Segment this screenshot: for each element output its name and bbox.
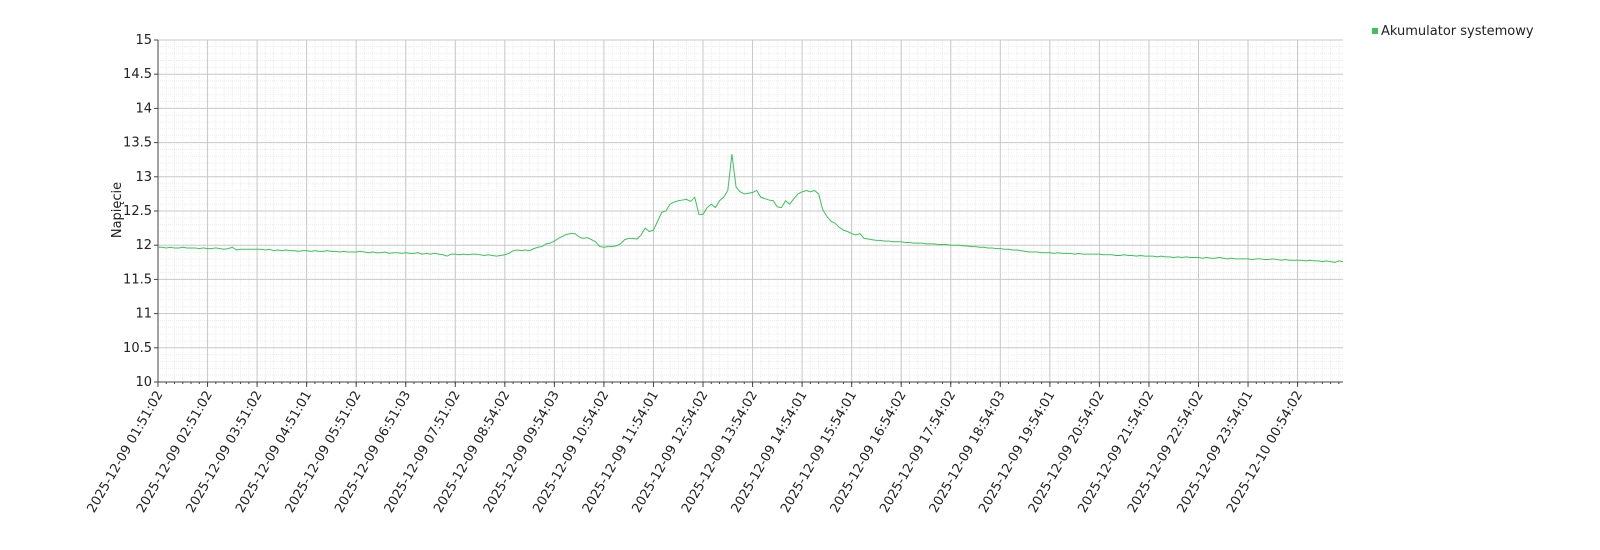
y-tick-label: 11.5 (123, 272, 152, 287)
legend-swatch (1372, 28, 1378, 34)
y-tick-label: 15 (135, 33, 152, 48)
y-tick-label: 14.5 (123, 67, 152, 82)
y-tick-label: 12.5 (123, 204, 152, 219)
y-tick-label: 10 (135, 375, 152, 390)
y-tick-label: 13 (135, 170, 152, 185)
legend-label: Akumulator systemowy (1381, 24, 1534, 39)
y-axis-label: Napięcie (110, 182, 125, 238)
y-tick-label: 14 (135, 101, 152, 116)
y-tick-label: 12 (135, 238, 152, 253)
y-tick-label: 13.5 (123, 136, 152, 151)
y-tick-label: 11 (135, 307, 152, 322)
series-line (158, 154, 1344, 263)
y-tick-label: 10.5 (123, 341, 152, 356)
